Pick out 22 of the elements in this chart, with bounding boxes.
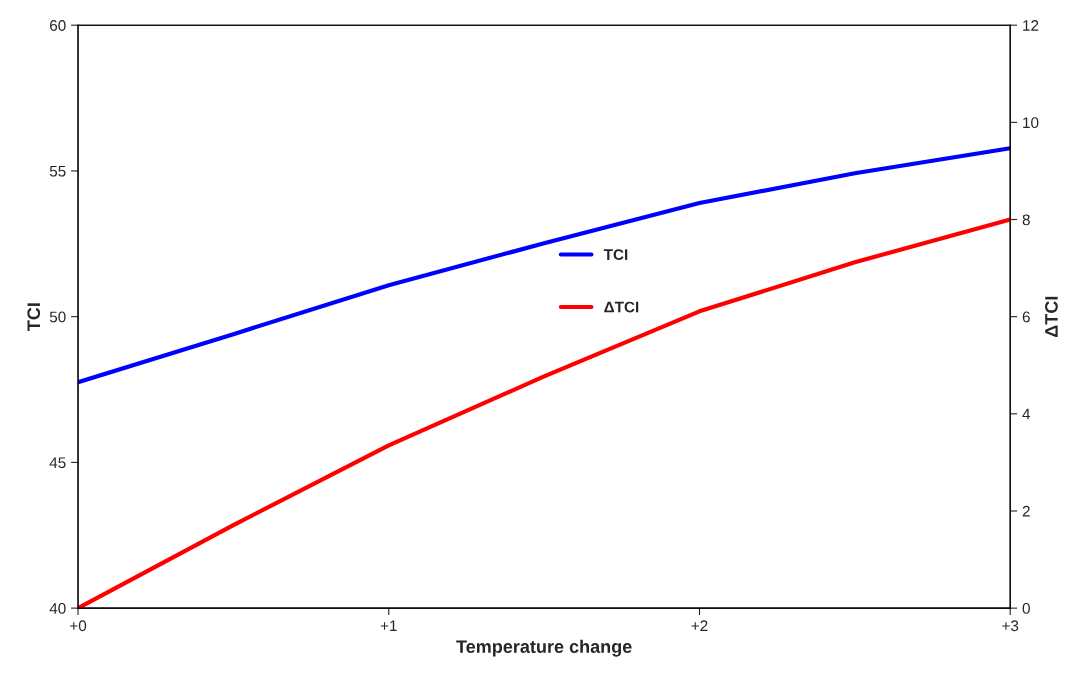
x-tick-label: +2 bbox=[691, 620, 708, 632]
line-series bbox=[78, 146, 1011, 385]
y-tick-label: 60 bbox=[50, 20, 66, 31]
y2-tick-label: 10 bbox=[1023, 117, 1039, 129]
y-tick-label: 50 bbox=[49, 311, 66, 323]
y-tick-label: 40 bbox=[49, 603, 66, 614]
legend-label: ΔTCI bbox=[604, 301, 639, 313]
y-tick-label: 45 bbox=[49, 457, 66, 469]
x-tick-label: +1 bbox=[380, 620, 397, 632]
x-tick-label: +0 bbox=[70, 620, 87, 632]
x-tick-label: +3 bbox=[1002, 620, 1019, 632]
y-axis-title: TCI bbox=[27, 303, 41, 331]
legend-label: TCI bbox=[603, 249, 628, 261]
y2-tick-label: 12 bbox=[1023, 20, 1039, 31]
y2-tick-label: 4 bbox=[1022, 408, 1031, 420]
y2-axis-title: ΔTCI bbox=[1045, 296, 1058, 337]
y2-tick-label: 0 bbox=[1022, 603, 1030, 614]
y2-tick-label: 2 bbox=[1022, 505, 1030, 517]
y-tick-label: 55 bbox=[49, 165, 66, 177]
y2-tick-label: 8 bbox=[1022, 214, 1030, 226]
y2-tick-label: 6 bbox=[1022, 311, 1030, 323]
x-axis-title: Temperature change bbox=[456, 639, 632, 657]
